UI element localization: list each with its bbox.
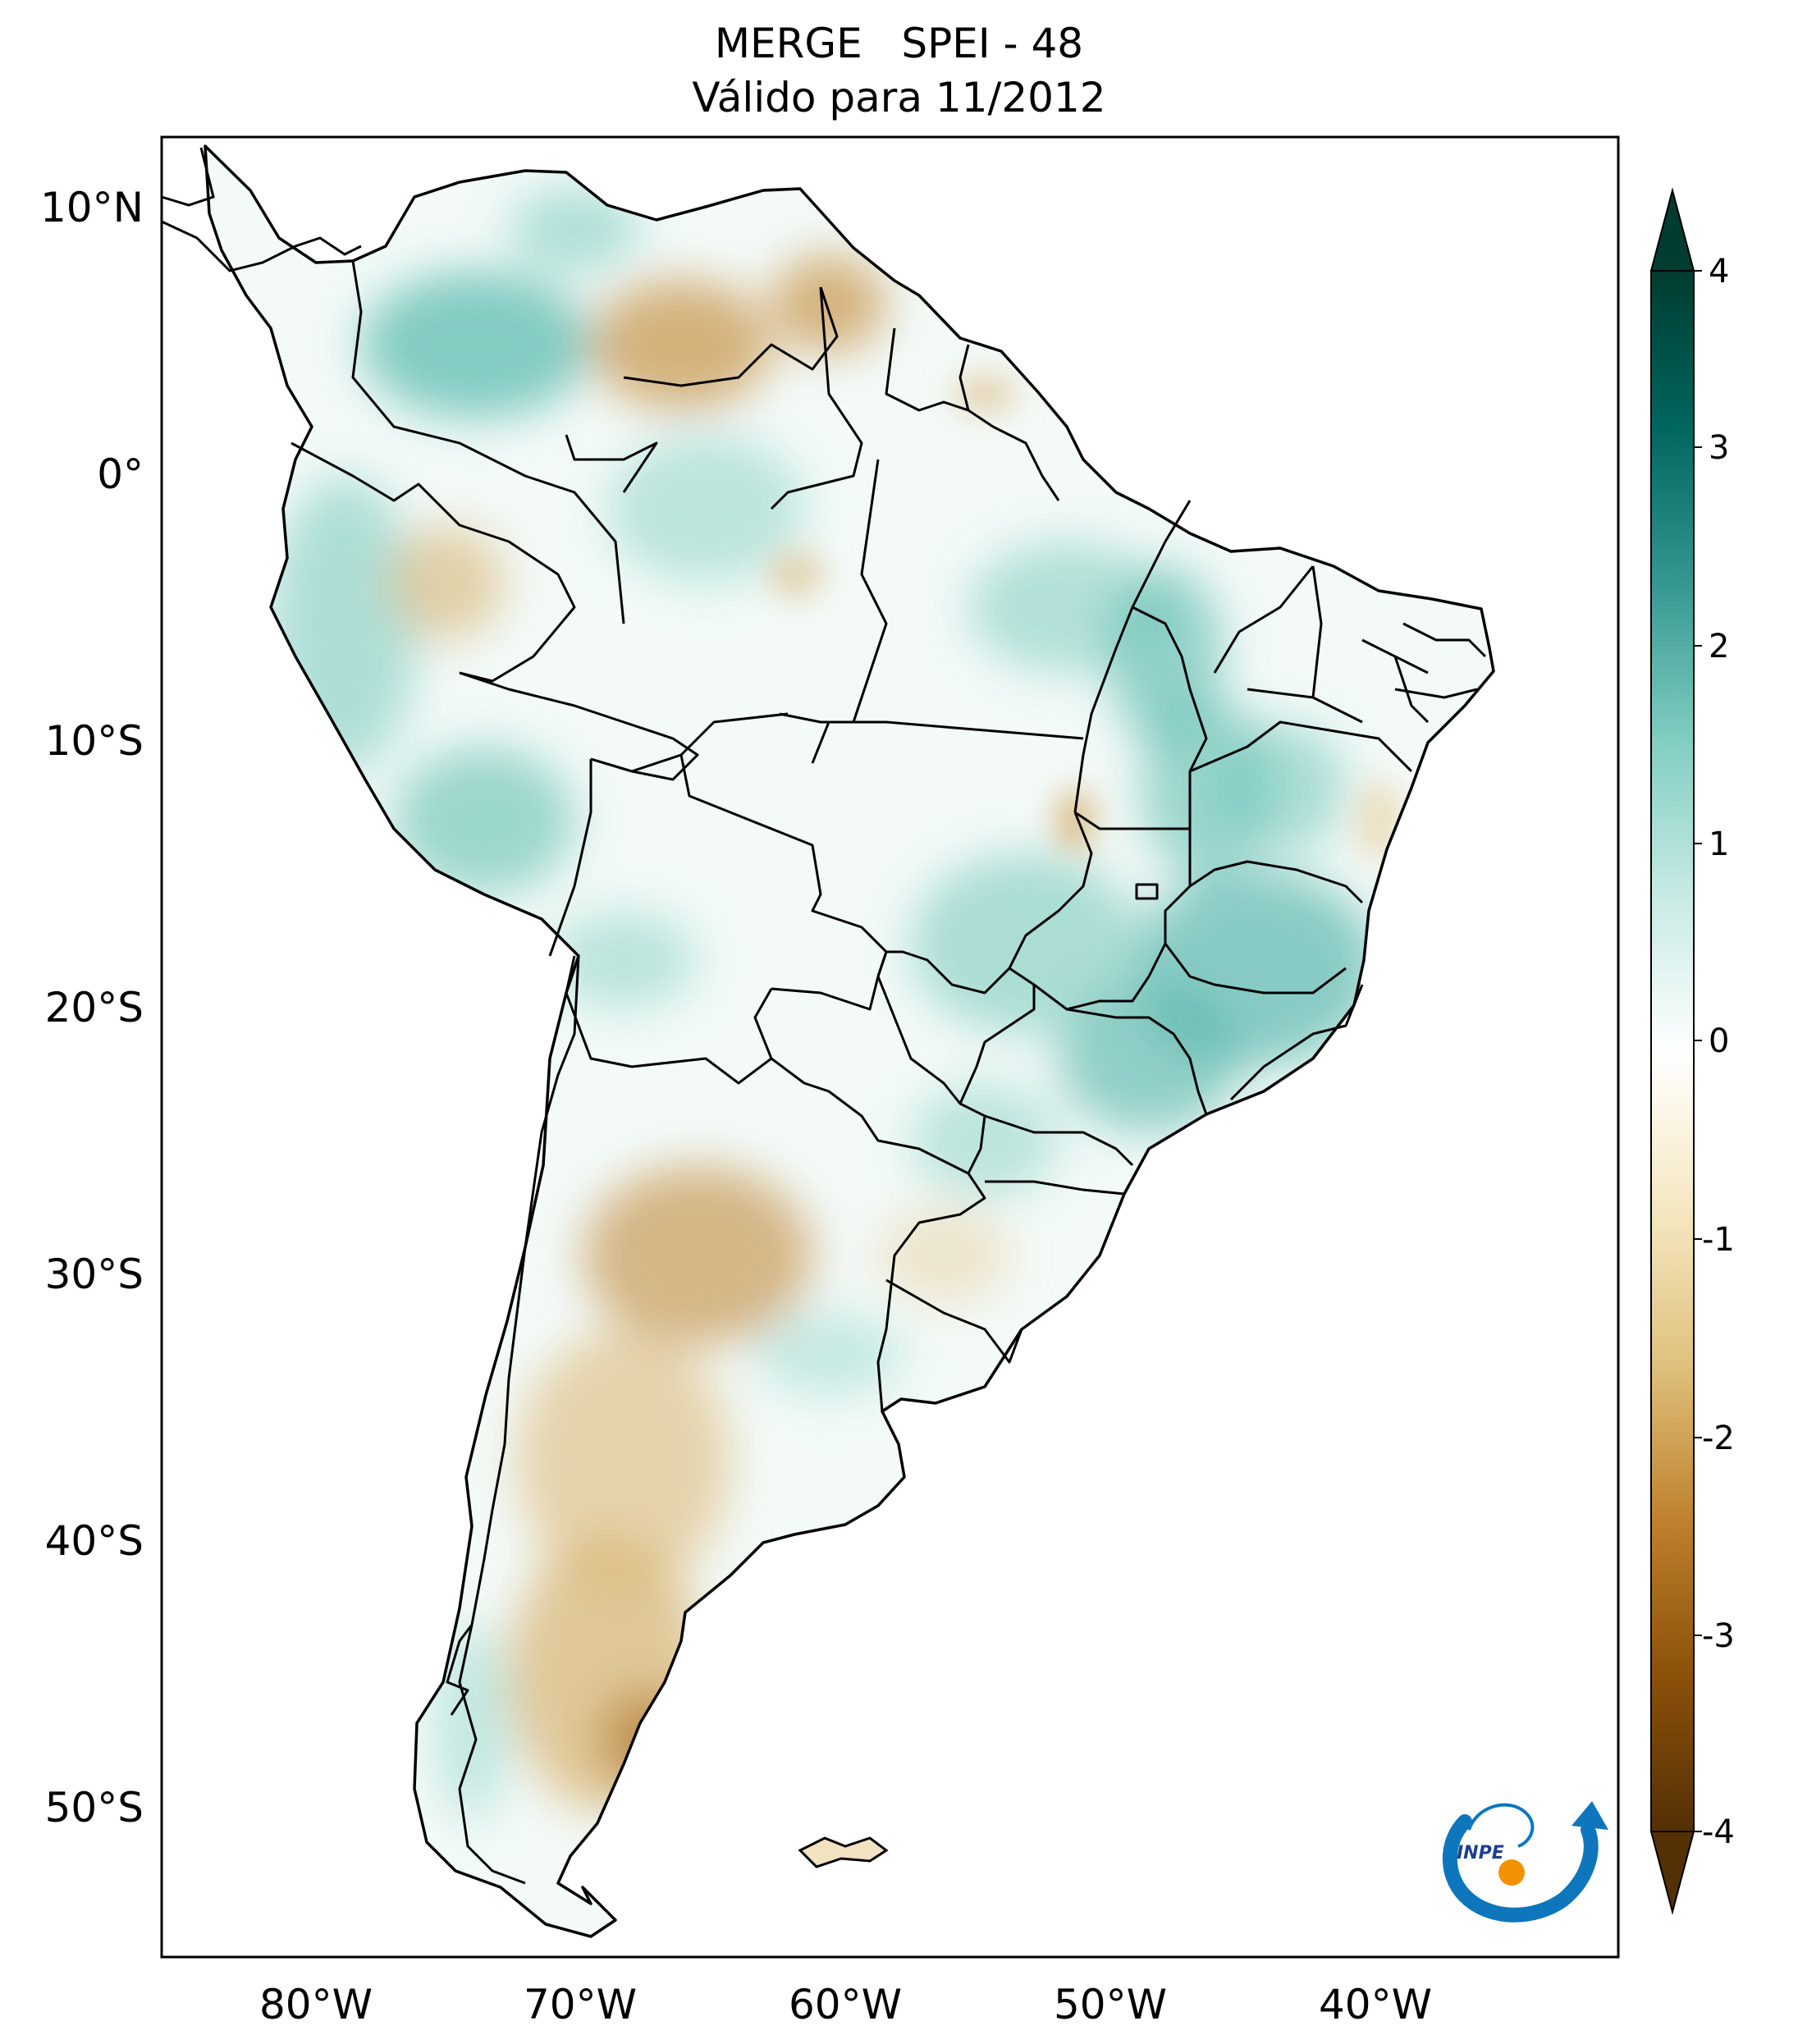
lon-tick: 40°W [1319,1981,1432,2028]
border-state-8 [1189,720,1413,773]
border-state-6 [1074,811,1192,886]
colorbar-tick: 2 [1709,628,1729,665]
border-df [1135,883,1159,900]
border-bolivia-argentina [565,992,772,1085]
lat-tick: 20°S [45,984,144,1031]
chart-subtitle: Válido para 11/2012 [692,74,1106,121]
lat-tick: 10°N [40,184,144,231]
colorbar: 4 3 2 1 0 -1 -2 -3 -4 [1649,187,1735,1915]
border-state-13 [1009,885,1192,1011]
border-state-9 [1247,565,1363,724]
border-state-18 [1164,943,1347,995]
lat-tick: 0° [97,450,144,498]
lon-tick: 60°W [789,1981,902,2028]
inpe-logo: INPE [1442,1801,1608,1923]
coastline [204,144,1495,1938]
colorbar-tick: -1 [1702,1221,1735,1259]
border-brazil-paraguay [876,976,986,1174]
border-state-5 [1073,500,1192,813]
central-america-coast-north [161,147,215,207]
lon-tick: 50°W [1054,1981,1167,2028]
border-state-3 [679,712,789,757]
lon-axis: 80°W 70°W 60°W 50°W 40°W [259,1981,1432,2028]
border-state-12 [1189,860,1364,904]
border-guyana-brazil [770,286,863,510]
border-state-21 [1394,622,1487,699]
border-colombia-brazil [565,434,658,493]
lat-axis: 10°N 0° 10°S 20°S 30°S 40°S 50°S [40,184,144,1831]
border-peru-bolivia [548,759,592,957]
border-brazil-bolivia [590,753,888,977]
lat-tick: 50°S [45,1784,144,1831]
lon-tick: 80°W [259,1981,373,2028]
falklands-outline [798,1836,889,1868]
colorbar-tick: 4 [1709,253,1729,290]
lat-tick: 30°S [45,1251,144,1298]
lat-tick: 40°S [45,1517,144,1565]
lat-tick: 10°S [45,717,144,765]
colorbar-extend-top [1649,187,1695,272]
colorbar-tick: 1 [1709,825,1729,863]
border-state-4 [992,425,1060,501]
border-venezuela-brazil [623,286,839,387]
colorbar-tick: -3 [1702,1617,1735,1655]
border-state-20 [984,1114,1134,1196]
border-ecuador-peru [291,441,576,683]
border-state-19 [1229,984,1364,1101]
border-brazil-uruguay [885,1278,1023,1364]
border-paraguay [753,976,969,1175]
border-chile-islands [446,1624,474,1716]
border-chile-argentina [458,955,580,1885]
borders [291,260,1487,1885]
border-state-10 [1213,565,1315,674]
colorbar-extend-bottom [1649,1831,1695,1915]
border-state-14 [1008,812,1093,969]
border-chile-bolivia [565,955,576,994]
border-argentina-uruguay [876,1173,986,1412]
colorbar-tick: 0 [1709,1022,1729,1060]
border-guianas [958,344,970,411]
border-colombia-venezuela [351,260,625,624]
chart-title: MERGE SPEI - 48 [714,20,1084,67]
central-america-coast [161,220,362,272]
colorbar-body [1650,270,1695,1832]
border-state-2 [779,712,1084,740]
border-state-16 [958,985,1036,1104]
border-suriname [885,327,994,428]
colorbar-tick: -4 [1702,1813,1735,1851]
colorbar-tick: -2 [1702,1420,1735,1457]
lon-tick: 70°W [524,1981,637,2028]
border-state-11 [1361,638,1430,724]
inpe-logo-text: INPE [1457,1843,1504,1863]
border-state-15 [876,950,1011,995]
border-colombia-peru [459,671,699,781]
border-state-17 [1066,1008,1208,1115]
colorbar-tick: 3 [1709,429,1729,467]
